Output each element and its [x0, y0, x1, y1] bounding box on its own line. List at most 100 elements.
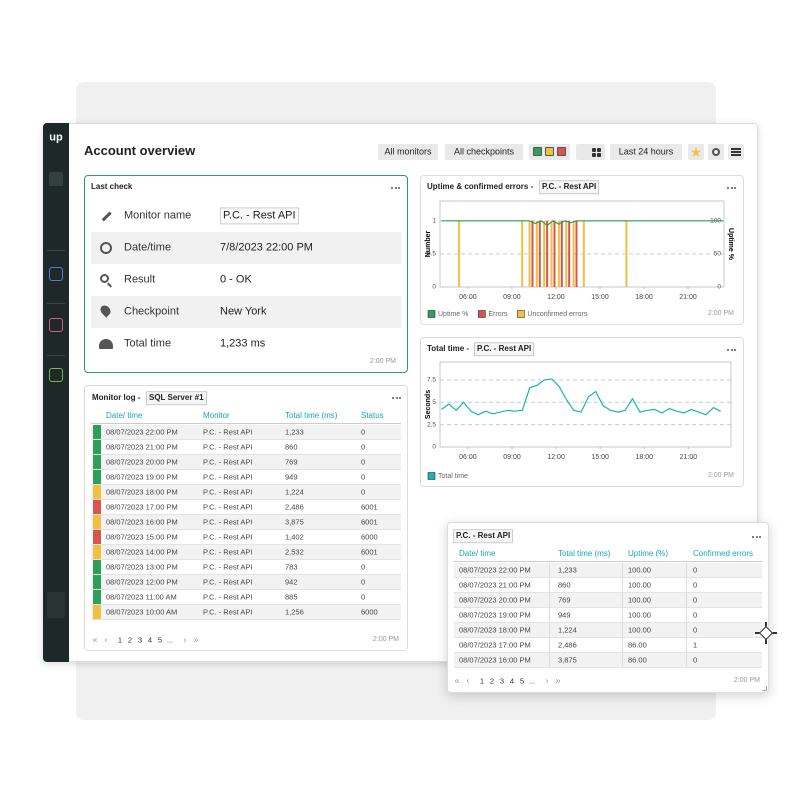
sidebar-block [47, 592, 65, 618]
pager-page[interactable]: 3 [499, 676, 505, 686]
pager-page[interactable]: 5 [157, 635, 163, 645]
field-label: Monitor name [124, 209, 192, 222]
pager-page[interactable]: 1 [117, 635, 123, 645]
table-cell: P.C. - Rest API [203, 442, 253, 452]
table-cell: 2,486 [558, 640, 577, 650]
sidebar-divider [47, 303, 65, 304]
table-row [454, 637, 762, 653]
pager-page[interactable]: 1 [479, 676, 485, 686]
table-cell: 949 [285, 472, 298, 482]
menu-dot [759, 536, 761, 538]
table-cell: 100.00 [628, 565, 651, 575]
pager-last[interactable]: » [555, 675, 561, 686]
filter-button[interactable] [378, 144, 438, 160]
pager-last[interactable]: » [193, 634, 199, 645]
table-cell: P.C. - Rest API [203, 427, 253, 437]
nav-icon[interactable] [49, 318, 63, 332]
table-cell: 0 [693, 565, 698, 575]
table-cell: P.C. - Rest API [203, 532, 253, 542]
table-cell: 3,875 [558, 655, 577, 665]
table-cell: 08/07/2023 10:00 AM [106, 607, 178, 617]
cell-border [549, 622, 550, 638]
table-row [454, 562, 762, 578]
pager-page[interactable]: ... [166, 635, 174, 645]
search-icon[interactable] [49, 172, 63, 186]
status-bar [93, 545, 101, 559]
menu-line [731, 148, 741, 150]
table-cell: 769 [285, 457, 298, 467]
card-title: Monitor log - [92, 393, 141, 403]
column-header: Monitor [203, 411, 230, 421]
grid-dot [592, 153, 596, 157]
filter-button[interactable] [610, 144, 682, 160]
table-cell: 08/07/2023 18:00 PM [106, 487, 178, 497]
nav-icon[interactable] [49, 267, 63, 281]
pager-page[interactable]: ... [528, 676, 536, 686]
table-cell: 08/07/2023 19:00 PM [106, 472, 178, 482]
pager-first[interactable]: « [92, 634, 98, 645]
search-icon [100, 274, 109, 283]
view-button[interactable] [576, 144, 605, 160]
pager-page[interactable]: 2 [127, 635, 133, 645]
status-bar [93, 575, 101, 589]
menu-dot [398, 187, 400, 189]
status-bar [93, 500, 101, 514]
table-cell: 08/07/2023 22:00 PM [106, 427, 178, 437]
card-time: 2:00 PM [707, 309, 734, 317]
table-cell: 08/07/2023 16:00 PM [459, 655, 531, 665]
pager-next[interactable]: › [545, 675, 549, 686]
column-header: Status [361, 411, 384, 421]
gear-icon [712, 148, 720, 156]
column-header: Uptime (%) [628, 549, 669, 559]
pager-prev[interactable]: ‹ [104, 634, 108, 645]
table-cell: 769 [558, 595, 571, 605]
table-row [454, 622, 762, 638]
filter-button[interactable] [445, 144, 523, 160]
table-cell: 08/07/2023 16:00 PM [106, 517, 178, 527]
table-row [91, 469, 401, 485]
table-cell: 0 [361, 457, 366, 467]
grid-dot [597, 153, 601, 157]
cell-border [686, 637, 687, 653]
pager-page[interactable]: 5 [519, 676, 525, 686]
table-cell: P.C. - Rest API [203, 592, 253, 602]
table-cell: 6000 [361, 532, 378, 542]
status-bar [93, 440, 101, 454]
column-header: Total time (ms) [285, 411, 338, 421]
pager-page[interactable]: 3 [137, 635, 143, 645]
pager-next[interactable]: › [183, 634, 187, 645]
cell-border [686, 577, 687, 593]
star-icon [691, 147, 701, 157]
table-row [454, 652, 762, 668]
pager-page[interactable]: 2 [489, 676, 495, 686]
menu-dot [752, 536, 754, 538]
table-row [91, 424, 401, 440]
pager-prev[interactable]: ‹ [466, 675, 470, 686]
cell-border [622, 652, 623, 668]
cell-border [549, 592, 550, 608]
table-row [91, 514, 401, 530]
table-cell: 08/07/2023 11:00 AM [106, 592, 177, 602]
menu-dot [395, 397, 398, 399]
table-cell: 1,256 [285, 607, 304, 617]
table-cell: P.C. - Rest API [203, 502, 253, 512]
cell-border [686, 592, 687, 608]
pager-page[interactable]: 4 [509, 676, 515, 686]
cell-border [549, 637, 550, 653]
table-cell: P.C. - Rest API [203, 457, 253, 467]
table-cell: 0 [693, 580, 698, 590]
table-row [454, 592, 762, 608]
table-cell: 1,224 [285, 487, 304, 497]
table-cell: 2,486 [285, 502, 304, 512]
menu-dot [730, 187, 733, 189]
table-cell: 08/07/2023 15:00 PM [106, 532, 178, 542]
pager-first[interactable]: « [454, 675, 460, 686]
pager-page[interactable]: 4 [147, 635, 153, 645]
nav-icon[interactable] [49, 368, 63, 382]
field-value: 1,233 ms [220, 337, 266, 350]
table-cell: 6000 [361, 607, 378, 617]
monitor-chip: P.C. - Rest API [474, 342, 535, 356]
cell-border [549, 607, 550, 623]
cell-border [622, 622, 623, 638]
